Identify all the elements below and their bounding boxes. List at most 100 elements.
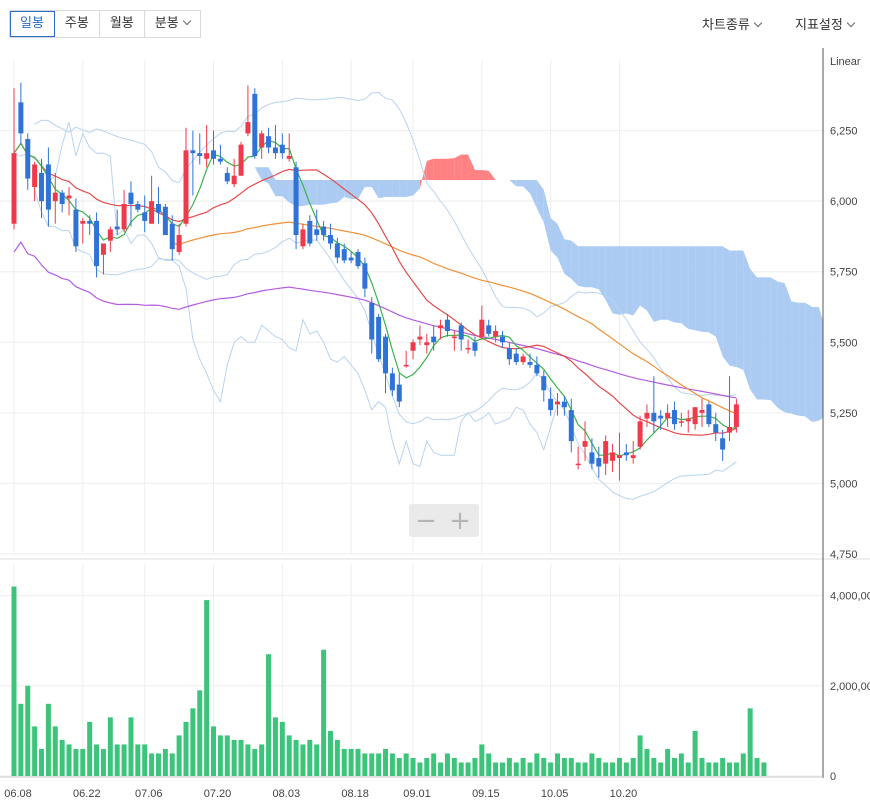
candle-body [155,203,161,213]
candle-body [100,243,106,255]
volume-bar [520,757,526,776]
cloud-segment [667,246,675,323]
cloud-segment [715,246,723,357]
cloud-segment [557,223,565,274]
cloud-segment [488,170,496,180]
ma120-line [13,240,737,399]
price-tick-label: 4,750 [830,549,858,561]
volume-bar [300,744,306,776]
candle-body [727,426,733,433]
period-month-button[interactable]: 월봉 [100,11,145,37]
candle-body [720,438,726,450]
cloud-segment [777,281,785,413]
cloud-segment [344,179,352,200]
volume-bar [658,762,664,776]
volume-bar [204,600,210,776]
candle-body [548,398,554,411]
volume-bar [217,735,223,776]
candle-body [692,407,698,425]
volume-bar [527,762,533,776]
zoom-out-button[interactable]: − [415,506,437,536]
volume-bar [245,744,251,776]
volume-bar [321,649,327,776]
chart-type-dropdown[interactable]: 차트종류 [702,14,763,33]
candle-body [596,458,602,467]
volume-bar [541,757,547,776]
volume-bar [94,744,100,776]
candle-body [699,410,705,413]
candle-body [575,463,581,466]
candle-body [671,410,677,425]
candle-body [266,136,272,148]
candle-body [582,441,588,447]
volume-bar [754,757,760,776]
volume-bar [561,757,567,776]
cloud-segment [640,246,647,311]
volume-bars [11,586,767,776]
candle-body [252,93,258,156]
cloud-segment [461,154,469,180]
candle-body [383,336,389,374]
candle-body [18,102,24,134]
stock-chart[interactable]: Linear 4,750 5,000 5,250 5,500 5,750 6,000 6,25… [0,48,870,804]
volume-bar [376,753,382,776]
volume-bar [396,757,402,776]
volume-tick-label: 2,000,00 [830,681,870,693]
candle-body [685,418,691,422]
volume-tick-label: 0 [830,771,836,783]
volume-bar [135,744,141,776]
volume-bar [231,739,237,776]
indicator-settings-dropdown[interactable]: 지표설정 [795,14,856,33]
volume-bar [506,757,512,776]
volume-bar [362,753,368,776]
candle-body [637,421,643,447]
volume-bar [100,748,106,776]
volume-bar [383,748,389,776]
date-tick-label: 06.22 [73,788,101,800]
cloud-segment [605,246,613,314]
cloud-segment [633,246,641,316]
volume-bar [747,708,753,776]
candle-body [52,192,58,202]
period-week-button[interactable]: 주봉 [55,11,100,37]
candle-body [87,220,93,224]
cloud-segment [413,179,420,196]
volume-bar [596,757,602,776]
cloud-segment [254,167,262,180]
volume-bar [651,757,657,776]
volume-bar [355,748,361,776]
volume-bar [678,753,684,776]
period-minute-button[interactable]: 분봉 [145,11,200,37]
axes: Linear 4,750 5,000 5,250 5,500 5,750 6,000 6,25… [0,48,870,800]
volume-bar [45,703,51,776]
date-tick-label: 09.01 [403,788,431,800]
volume-bar [197,690,203,776]
candle-body [486,325,492,334]
volume-bar [190,708,196,776]
volume-bar [286,735,292,776]
cloud-segment [763,277,771,401]
volume-bar [438,762,444,776]
volume-tick-label: 4,000,00 [830,591,870,603]
candle-body [114,226,120,230]
candle-body [431,336,437,343]
ma5-line [13,140,737,457]
date-tick-label: 08.18 [341,788,369,800]
date-tick-label: 06.08 [4,788,32,800]
volume-bar [87,721,93,776]
cloud-segment [770,277,778,408]
candle-body [327,235,333,244]
zoom-in-button[interactable]: + [449,506,471,536]
volume-bar [465,762,471,776]
period-day-button[interactable]: 일봉 [10,11,55,37]
volume-bar [155,753,161,776]
date-tick-label: 10.20 [610,788,638,800]
zoom-control: − + [409,504,479,537]
candle-body [286,155,292,159]
candle-body [458,325,464,340]
volume-bar [727,762,733,776]
cloud-segment [798,302,806,417]
volume-bar [582,762,588,776]
cloud-segment [330,179,338,204]
volume-bar [183,721,189,776]
